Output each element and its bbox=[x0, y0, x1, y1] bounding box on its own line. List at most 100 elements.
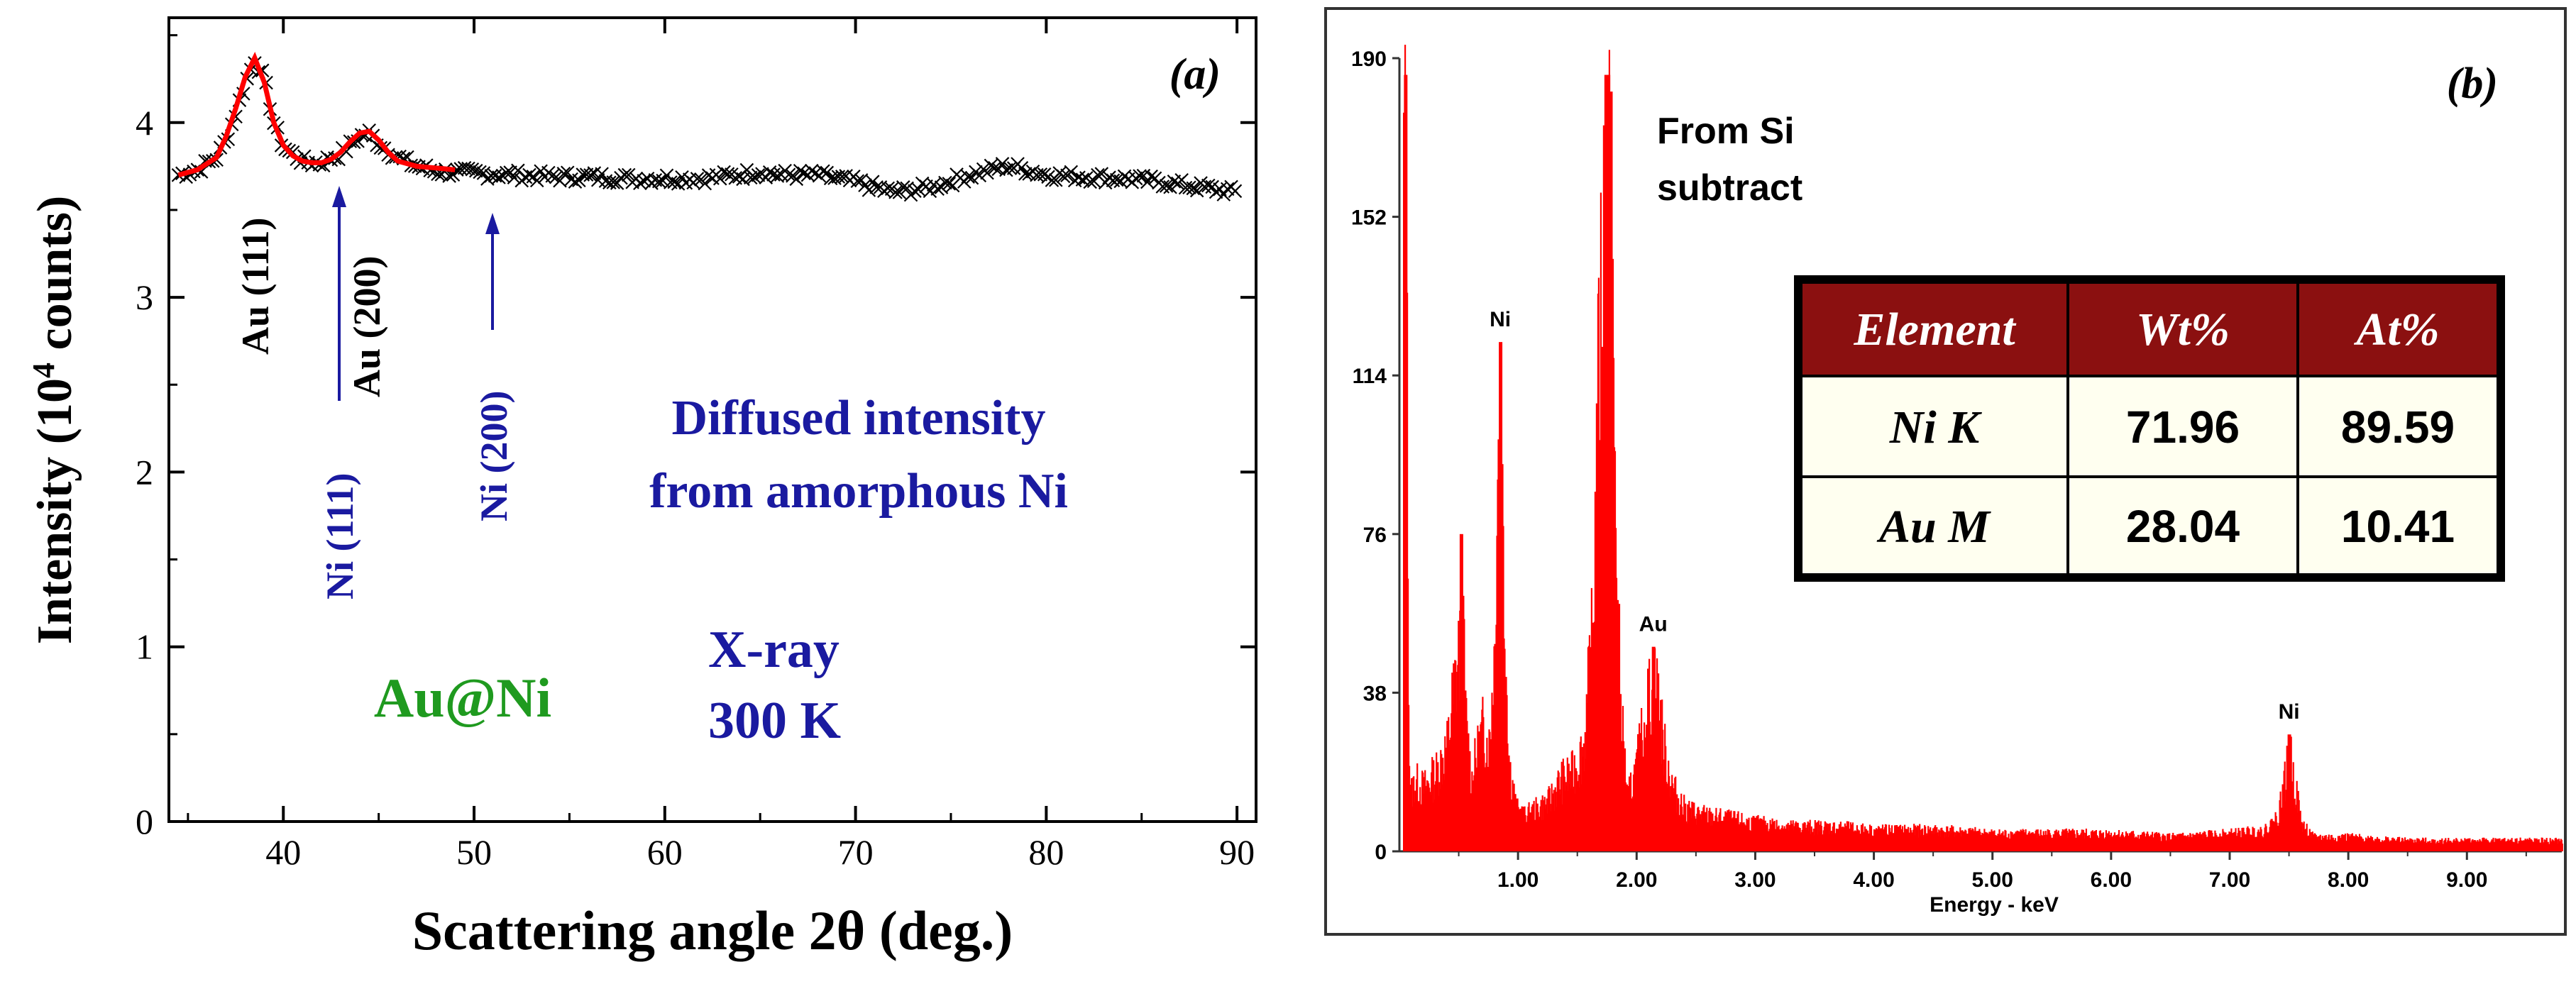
panel-a-data-point bbox=[964, 170, 979, 185]
diffused-intensity-line1: Diffused intensity bbox=[672, 391, 1046, 446]
panel-a-data-point bbox=[698, 176, 712, 191]
ni200-peak-label: Ni (200) bbox=[473, 391, 515, 521]
panel-a-x-tick-label: 90 bbox=[1219, 832, 1255, 872]
panel-a-data-point bbox=[781, 167, 796, 182]
panel-a-data-point bbox=[545, 169, 560, 183]
panel-a-data-point bbox=[869, 180, 884, 194]
panel-a-data-point bbox=[988, 160, 1002, 175]
panel-a-y-ticks: 0 1 2 3 4 bbox=[136, 34, 1256, 841]
panel-b-x-tick-label: 9.00 bbox=[2446, 868, 2487, 892]
sample-label: Au@Ni bbox=[374, 667, 551, 729]
panel-a-data-point bbox=[1056, 169, 1071, 184]
panel-a-y-tick-label: 3 bbox=[136, 277, 153, 317]
panel-a-data-point bbox=[1144, 169, 1158, 184]
panel-a-data-point bbox=[804, 163, 819, 178]
composition-table: Element Wt% At% Ni K 71.96 89.59 Au M 28… bbox=[1794, 275, 2505, 582]
panel-b-x-tick-label: 3.00 bbox=[1734, 868, 1776, 892]
panel-a-data-point bbox=[961, 170, 975, 184]
ni111-peak-label: Ni (111) bbox=[319, 472, 361, 599]
panel-a-data-point bbox=[762, 165, 777, 179]
panel-a-data-point bbox=[862, 183, 876, 197]
panel-a-data-point bbox=[1128, 171, 1143, 186]
panel-a-data-point bbox=[980, 165, 994, 180]
panel-a-fit-line bbox=[177, 51, 456, 178]
panel-a-x-tick-label: 50 bbox=[456, 832, 492, 872]
panel-a-data-point bbox=[667, 175, 682, 189]
table-header: Element bbox=[1853, 304, 2016, 355]
table-header-at bbox=[2299, 284, 2497, 375]
table-cell bbox=[2069, 377, 2296, 475]
panel-a-data-point bbox=[651, 174, 666, 189]
subtract-label: subtract bbox=[1657, 167, 1802, 209]
panel-a-y-tick-label: 1 bbox=[136, 627, 153, 667]
panel-a-data-point bbox=[888, 185, 903, 199]
panel-a-data-point bbox=[1018, 167, 1033, 181]
diffused-intensity-line2: from amorphous Ni bbox=[649, 464, 1068, 519]
panel-b-peak-label: Au bbox=[1639, 613, 1668, 636]
panel-b-peak-label: Ni bbox=[2279, 700, 2300, 724]
spectrum-peak-bar bbox=[1404, 74, 1408, 851]
panel-a-data-point bbox=[1049, 173, 1063, 187]
table-cell bbox=[1802, 377, 2066, 475]
spectrum-peak-bar bbox=[1604, 74, 1608, 851]
panel-a-data-point bbox=[1094, 167, 1109, 181]
table-header-wt bbox=[2069, 284, 2296, 375]
panel-a-data-point bbox=[1159, 179, 1174, 193]
panel-a-x-tick-label: 80 bbox=[1028, 832, 1064, 872]
panel-a-data-point bbox=[1003, 161, 1018, 175]
panel-a-data-point bbox=[972, 168, 987, 183]
spectrum-bar bbox=[1834, 834, 1837, 851]
panel-a-data-point bbox=[1133, 169, 1147, 183]
panel-b-y-tick-label: 76 bbox=[1363, 524, 1387, 547]
table-cell-value: 71.96 bbox=[2126, 402, 2240, 453]
panel-a-x-tick-label: 60 bbox=[647, 832, 683, 872]
panel-a-data-point bbox=[881, 181, 896, 196]
panel-a-data-point bbox=[743, 170, 758, 185]
panel-a-data-point bbox=[522, 167, 536, 182]
panel-b-x-tick-label: 4.00 bbox=[1853, 868, 1894, 892]
panel-b-label: (b) bbox=[2447, 60, 2498, 108]
table-cell bbox=[1802, 478, 2066, 573]
spectrum-peak-bar bbox=[1651, 646, 1656, 851]
panel-a-data-point bbox=[461, 161, 475, 176]
panel-a-y-tick-label: 2 bbox=[136, 452, 153, 492]
au200-peak-label: Au (200) bbox=[346, 256, 388, 398]
table-cell-value: 28.04 bbox=[2126, 501, 2240, 552]
panel-a-x-axis-label: Scattering angle 2θ (deg.) bbox=[412, 900, 1013, 961]
table-header: At% bbox=[2353, 304, 2439, 355]
panel-a-data-point bbox=[1037, 167, 1052, 182]
table-header: Wt% bbox=[2136, 304, 2230, 355]
panel-a-x-tick-label: 70 bbox=[838, 832, 874, 872]
table-header-element bbox=[1802, 284, 2066, 375]
panel-a-data-point bbox=[911, 182, 926, 197]
panel-b-x-tick-label: 2.00 bbox=[1616, 868, 1657, 892]
panel-a-data-point bbox=[930, 182, 945, 197]
table-cell bbox=[2069, 478, 2296, 573]
panel-a-data-point bbox=[468, 163, 483, 178]
panel-a-data-point bbox=[465, 162, 480, 177]
panel-a-data-point bbox=[900, 181, 914, 196]
spectrum-bar bbox=[2084, 838, 2086, 851]
panel-a-x-tick-label: 40 bbox=[265, 832, 301, 872]
panel-a-data-point bbox=[690, 172, 705, 186]
panel-b-y-tick-label: 0 bbox=[1375, 841, 1387, 864]
panel-b-x-tick-label: 8.00 bbox=[2328, 868, 2369, 892]
panel-a-x-ticks: 40 50 60 70 80 90 bbox=[187, 18, 1255, 872]
panel-a-data-point bbox=[621, 167, 636, 182]
ni111-arrow bbox=[332, 186, 346, 401]
panel-a-data-point bbox=[529, 173, 544, 188]
panel-a-chart: 40 50 60 70 80 90 0 1 2 3 4 (a) Scattering angle … bbox=[26, 16, 1257, 961]
table-cell-value: 10.41 bbox=[2341, 501, 2455, 552]
panel-a-data-point bbox=[850, 174, 865, 189]
xray-label: X-ray bbox=[708, 621, 840, 679]
panel-a-data-point bbox=[560, 165, 575, 180]
panel-b-x-ticks: 1.00 2.00 3.00 4.00 5.00 6.00 7.00 8.00 9.00 bbox=[1458, 851, 2527, 892]
spectrum-bar bbox=[2457, 844, 2460, 851]
spectrum-bar bbox=[2561, 844, 2563, 851]
panel-a-data-point bbox=[492, 170, 506, 184]
panel-a-data-point bbox=[938, 175, 952, 190]
panel-a-data-point bbox=[499, 165, 514, 180]
spectrum-bar bbox=[1959, 827, 1961, 851]
panel-a-data-point bbox=[1064, 165, 1079, 179]
